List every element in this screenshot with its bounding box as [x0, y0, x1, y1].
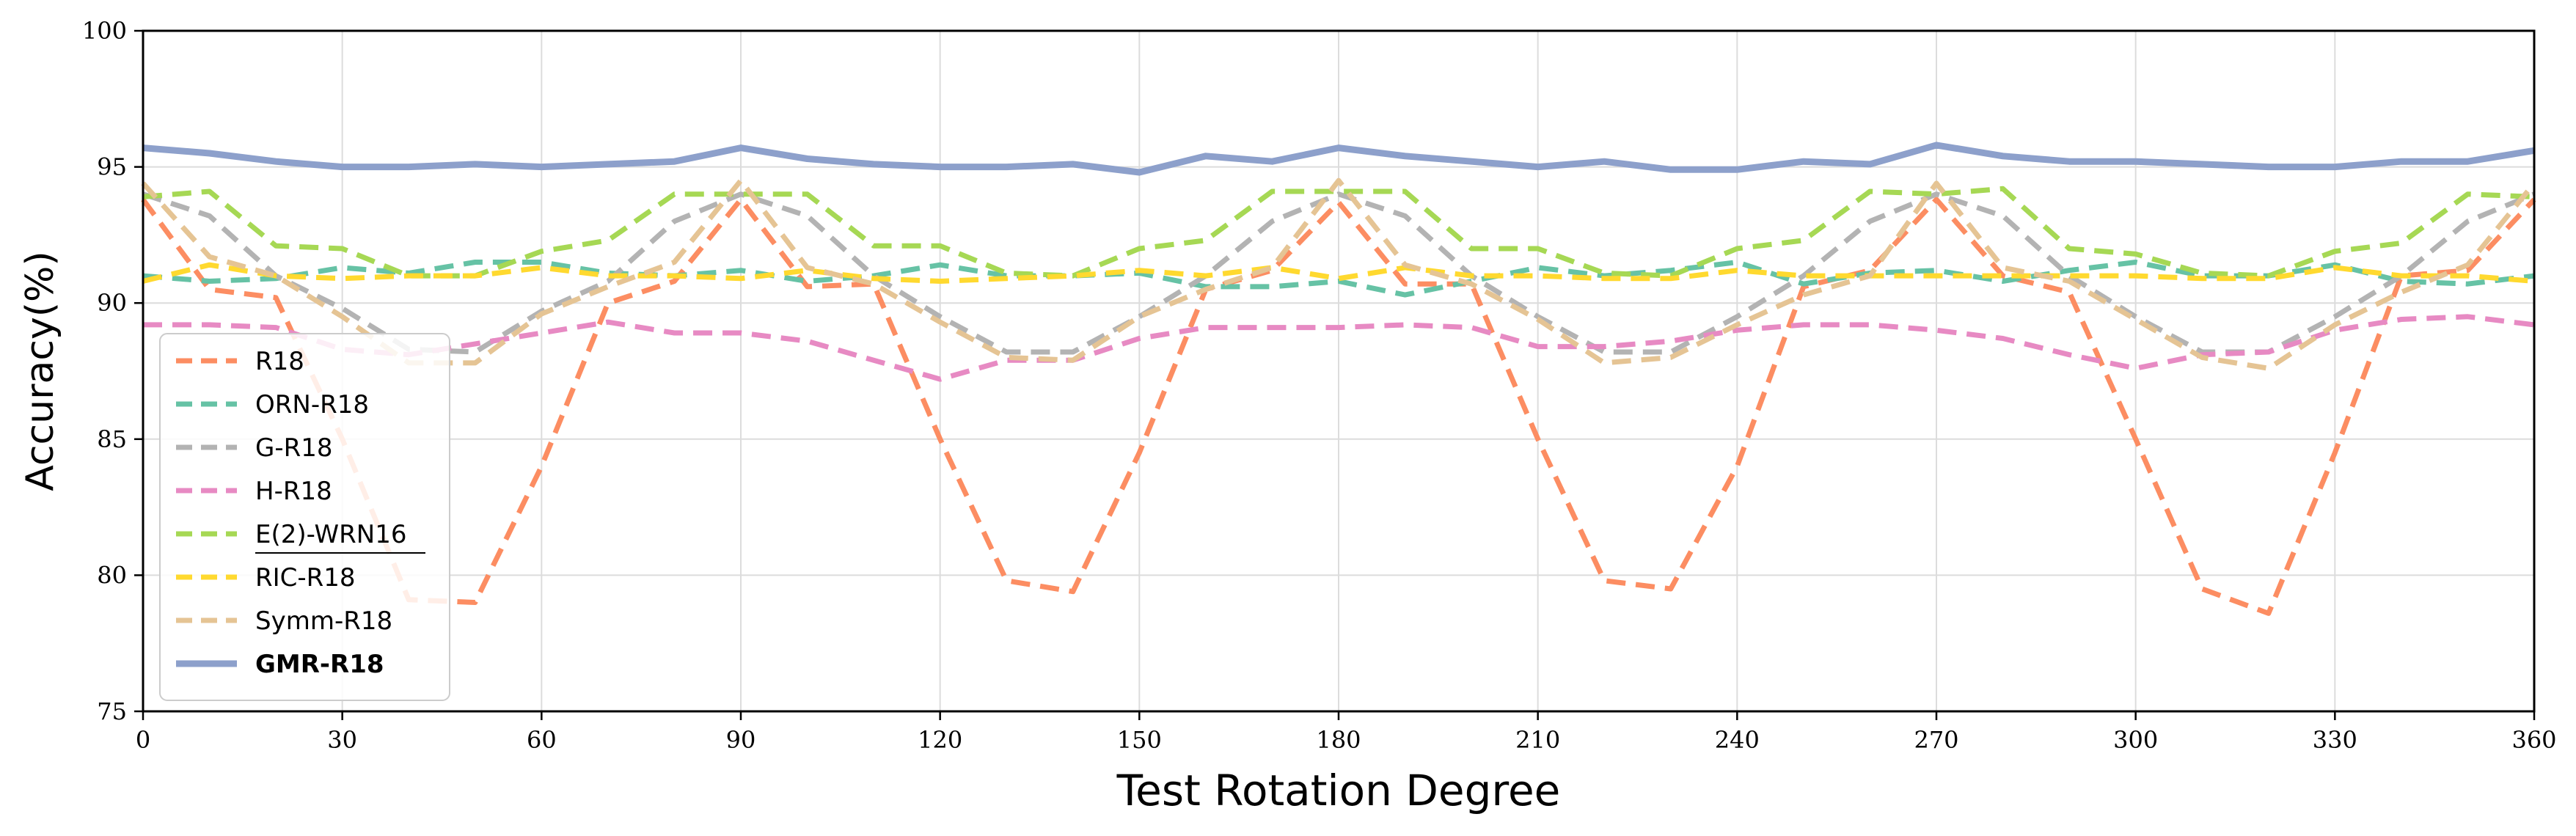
x-tick-label: 30 [327, 726, 357, 754]
series-line-ric-r18 [142, 262, 2535, 284]
x-tick-label: 120 [918, 726, 962, 754]
x-tick-label: 180 [1316, 726, 1361, 754]
series-lines [141, 142, 2536, 616]
legend-label: GMR-R18 [255, 650, 384, 679]
x-tick-label: 90 [726, 726, 756, 754]
x-tick-label: 240 [1715, 726, 1760, 754]
x-tick-label: 150 [1117, 726, 1162, 754]
gridlines [142, 30, 2535, 712]
y-tick-label: 100 [82, 17, 127, 45]
series-line-gmr-r18 [142, 142, 2535, 176]
y-tick-label: 80 [97, 561, 127, 589]
y-axis-label: Accuracy(%) [18, 251, 62, 491]
legend-label: G-R18 [255, 433, 333, 463]
legend-label: RIC-R18 [255, 563, 356, 593]
series-line-r18 [141, 197, 2536, 616]
x-tick-label: 60 [527, 726, 557, 754]
legend-label: R18 [255, 347, 304, 376]
x-tick-label: 0 [136, 726, 150, 754]
y-tick-label: 75 [97, 697, 127, 725]
legend-box [159, 333, 450, 701]
axis-ticks: 0 30 60 90 120 150 180 210 240 270 300 330 360 75 80 85… [82, 17, 2557, 754]
series-line-orn-r18 [142, 260, 2535, 298]
y-tick-label: 95 [97, 153, 127, 181]
legend: R18 ORN-R18 G-R18 H-R18 E(2)-WRN16 RIC-R18 Sym… [159, 333, 450, 701]
x-tick-label: 300 [2113, 726, 2158, 754]
x-tick-label: 330 [2313, 726, 2357, 754]
x-tick-label: 360 [2511, 726, 2556, 754]
legend-label: ORN-R18 [255, 390, 369, 419]
legend-label: Symm-R18 [255, 606, 392, 636]
legend-label: H-R18 [255, 477, 332, 506]
x-tick-label: 270 [1914, 726, 1958, 754]
legend-label: E(2)-WRN16 [255, 520, 406, 549]
series-line-e-2-wrn16 [142, 186, 2535, 279]
series-line-h-r18 [143, 314, 2535, 382]
x-tick-label: 210 [1515, 726, 1560, 754]
series-line-symm-r18 [141, 177, 2536, 371]
y-tick-label: 90 [97, 289, 127, 317]
y-tick-label: 85 [97, 425, 127, 453]
x-axis-label: Test Rotation Degree [1116, 766, 1561, 815]
